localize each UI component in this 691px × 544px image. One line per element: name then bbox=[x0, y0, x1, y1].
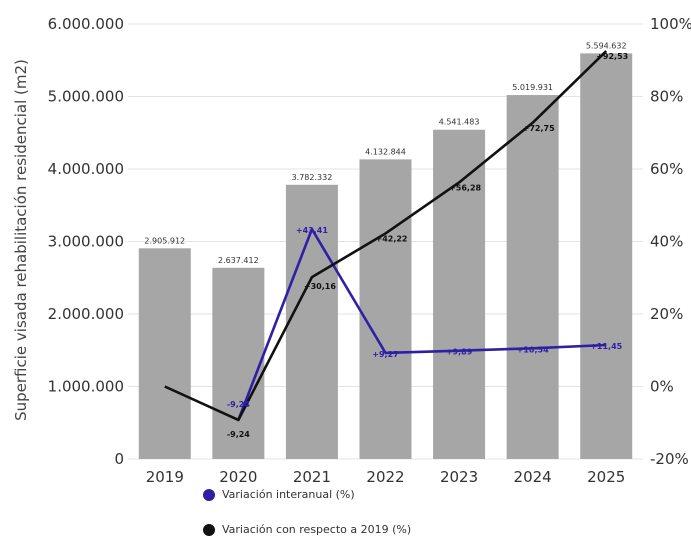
interannual-line-label-2025: +11,45 bbox=[590, 342, 622, 351]
legend-marker-interannual bbox=[203, 488, 215, 501]
interannual-line-label-2024: +10,54 bbox=[517, 345, 549, 354]
y2-tick-label: 100% bbox=[650, 15, 691, 33]
vs-2019-line-label-2023: +56,28 bbox=[449, 183, 481, 192]
vs-2019-line-label-2020: -9,24 bbox=[227, 430, 250, 439]
bar-value-label-2023: 4.541.483 bbox=[439, 118, 480, 127]
bar-value-label-2024: 5.019.931 bbox=[512, 83, 553, 92]
y2-tick-label: 80% bbox=[650, 88, 683, 106]
bar-2024 bbox=[506, 95, 559, 460]
lines bbox=[164, 50, 608, 422]
interannual-line bbox=[237, 227, 607, 421]
y-tick-label: 4.000.000 bbox=[48, 160, 124, 178]
x-tick-label-2024: 2024 bbox=[514, 468, 552, 486]
x-tick-label-2022: 2022 bbox=[366, 468, 404, 486]
y-tick-label: 6.000.000 bbox=[48, 15, 124, 33]
bar-2020 bbox=[212, 267, 265, 459]
y-axis-label: Superficie visada rehabilitación residen… bbox=[12, 59, 30, 421]
legend-item-vs-2019: Variación con respecto a 2019 (%) bbox=[203, 523, 411, 536]
y2-tick-label: 0% bbox=[650, 378, 674, 396]
x-tick-label-2021: 2021 bbox=[293, 468, 331, 486]
bar-value-label-2019: 2.905.912 bbox=[144, 236, 185, 245]
bar-value-label-2022: 4.132.844 bbox=[365, 147, 406, 156]
interannual-line-label-2021: +43,41 bbox=[296, 226, 328, 235]
y-axis-ticks: 0 1.000.000 2.000.000 3.000.000 4.000.000 5.0… bbox=[48, 15, 124, 468]
bars bbox=[138, 53, 633, 460]
y2-tick-label: 60% bbox=[650, 160, 683, 178]
interannual-line-label-2020: -9,24 bbox=[227, 400, 250, 409]
bar-2022 bbox=[359, 159, 412, 459]
interannual-line-label-2022: +9,27 bbox=[372, 350, 398, 359]
y-tick-label: 0 bbox=[114, 450, 124, 468]
x-tick-label-2019: 2019 bbox=[146, 468, 184, 486]
vs-2019-line-label-2025: +92,53 bbox=[596, 52, 628, 61]
bar-value-label-2025: 5.594.632 bbox=[586, 41, 627, 50]
y-tick-label: 3.000.000 bbox=[48, 233, 124, 251]
y2-tick-label: 20% bbox=[650, 305, 683, 323]
bar-2023 bbox=[433, 129, 486, 459]
vs-2019-line-label-2024: +72,75 bbox=[523, 124, 555, 133]
interannual-line-label-2023: +9,89 bbox=[446, 348, 473, 357]
x-tick-label-2020: 2020 bbox=[219, 468, 257, 486]
bar-value-label-2020: 2.637.412 bbox=[218, 256, 259, 265]
bar-value-labels: 2.905.912 2.637.412 3.782.332 4.132.844 4.54… bbox=[144, 41, 626, 264]
y-tick-label: 2.000.000 bbox=[48, 305, 124, 323]
vs-2019-line-label-2022: +42,22 bbox=[375, 234, 407, 243]
y2-tick-label: 40% bbox=[650, 233, 683, 251]
y-tick-label: 5.000.000 bbox=[48, 88, 124, 106]
vs-2019-line bbox=[164, 50, 608, 422]
vs-2019-line-label-2021: +30,16 bbox=[304, 282, 336, 291]
x-tick-label-2023: 2023 bbox=[440, 468, 478, 486]
bar-2019 bbox=[138, 248, 191, 459]
y2-tick-label: -20% bbox=[650, 450, 689, 468]
bar-value-label-2021: 3.782.332 bbox=[292, 173, 333, 182]
y-tick-label: 1.000.000 bbox=[48, 378, 124, 396]
legend-marker-vs-2019 bbox=[203, 523, 215, 536]
legend-label-vs-2019: Variación con respecto a 2019 (%) bbox=[222, 523, 412, 536]
x-axis-ticks: 2019 2020 2021 2022 2023 2024 2025 bbox=[146, 468, 626, 486]
legend-label-interannual: Variación interanual (%) bbox=[222, 488, 355, 501]
y2-axis-ticks: -20% 0% 20% 40% 60% 80% 100% bbox=[650, 15, 691, 468]
legend-item-interannual: Variación interanual (%) bbox=[203, 488, 355, 501]
point-labels: -9,24 +43,41 +9,27 +9,89 +10,54 +11,45 -9,24 +3… bbox=[227, 52, 628, 439]
x-tick-label-2025: 2025 bbox=[587, 468, 625, 486]
bar-2025 bbox=[580, 53, 633, 459]
